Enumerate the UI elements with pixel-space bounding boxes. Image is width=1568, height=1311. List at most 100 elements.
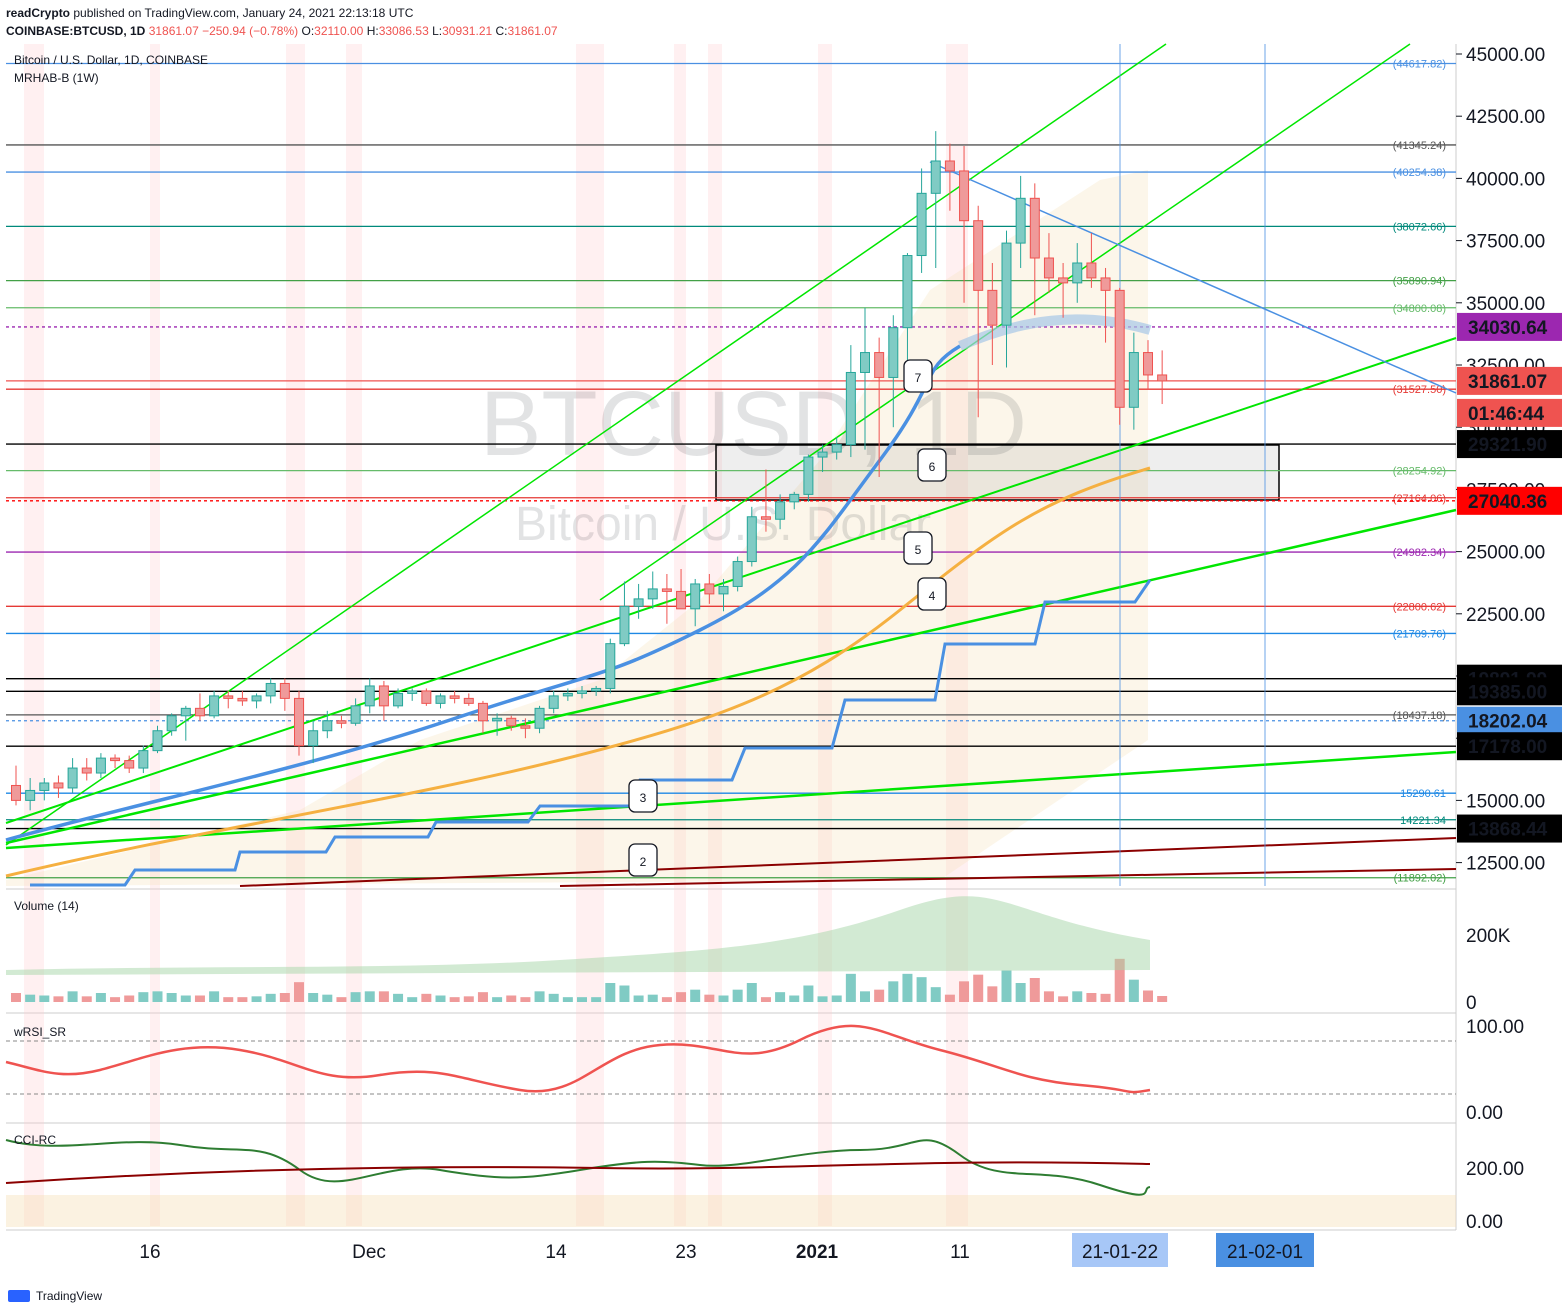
volume-bar xyxy=(1001,970,1012,1002)
legend-volume: Volume (14) xyxy=(14,899,79,913)
time-tick-label: 23 xyxy=(675,1242,696,1263)
candle-body xyxy=(1157,374,1168,382)
price-tag-label: 29321.90 xyxy=(1468,435,1547,456)
volume-bar xyxy=(902,973,913,1002)
volume-bar xyxy=(378,991,389,1002)
tradingview-footer[interactable]: TradingView xyxy=(8,1289,102,1303)
candle-body xyxy=(577,690,587,694)
price-tick-label: 15000.00 xyxy=(1466,791,1545,812)
candle-body xyxy=(336,720,347,724)
volume-bar xyxy=(690,989,701,1002)
volume-bar xyxy=(1114,958,1125,1002)
candle-body xyxy=(916,192,927,257)
close-value: 31861.07 xyxy=(507,24,558,38)
volume-bar xyxy=(251,996,262,1002)
legend-cci: CCI-RC xyxy=(14,1133,56,1147)
volume-bar xyxy=(704,994,715,1002)
heikin-band-upper xyxy=(958,314,1152,351)
candle-body xyxy=(1029,197,1040,259)
volume-bar xyxy=(407,997,418,1002)
high-label: H: xyxy=(366,24,379,38)
level-label: (40254.38) xyxy=(1393,167,1446,179)
trend-line xyxy=(559,868,1457,887)
candle-body xyxy=(987,289,998,326)
volume-bar xyxy=(591,997,602,1002)
volume-bar xyxy=(916,977,927,1002)
open-label: O: xyxy=(301,24,315,38)
legend-title: Bitcoin / U.S. Dollar, 1D, COINBASE xyxy=(14,53,208,67)
time-tick-label: Dec xyxy=(352,1242,386,1263)
volume-bar xyxy=(237,997,248,1002)
legend-wrsi: wRSI_SR xyxy=(13,1025,66,1039)
candle-body xyxy=(449,695,460,699)
publisher-name[interactable]: readCrypto xyxy=(6,6,71,20)
candle-body xyxy=(930,160,941,194)
candle-body xyxy=(407,690,418,694)
volume-bar xyxy=(308,993,319,1002)
candle-body xyxy=(746,516,757,563)
price-tag-box xyxy=(1457,486,1562,515)
volume-bar xyxy=(393,993,404,1002)
candle-body xyxy=(817,451,828,458)
volume-cloud xyxy=(6,896,1150,975)
shaded-band xyxy=(576,44,604,1226)
wave-label: 2 xyxy=(640,855,647,869)
wave-label-box xyxy=(917,577,947,611)
level-label: (18437.18) xyxy=(1393,710,1446,722)
wrsi-tick-label: 0.00 xyxy=(1466,1103,1503,1124)
volume-bar xyxy=(577,997,587,1002)
price-tag-label: 17178.00 xyxy=(1468,737,1547,758)
volume-bar xyxy=(1058,996,1069,1002)
candle-body xyxy=(1058,277,1069,284)
volume-bar xyxy=(477,992,488,1002)
cci-signal-line xyxy=(5,1161,1151,1184)
volume-bar xyxy=(562,997,573,1002)
volume-bar xyxy=(1029,978,1040,1002)
price-tag-box xyxy=(1457,814,1562,843)
price-tick-label: 25000.00 xyxy=(1466,543,1545,564)
volume-bar xyxy=(845,973,856,1002)
price-tag-box xyxy=(1457,677,1562,706)
time-marker-box xyxy=(1072,1233,1168,1267)
candle-body xyxy=(477,702,488,722)
volume-bar xyxy=(67,991,78,1002)
level-label: (44617.82) xyxy=(1393,59,1446,71)
level-label: (22800.62) xyxy=(1393,601,1446,613)
volume-bar xyxy=(1015,983,1026,1002)
shaded-band xyxy=(346,44,362,1226)
volume-bar xyxy=(95,993,106,1002)
level-label: (41345.24) xyxy=(1393,140,1446,152)
trend-line xyxy=(5,750,1457,850)
candle-body xyxy=(902,255,913,329)
volume-bar xyxy=(746,983,757,1002)
time-marker-box xyxy=(1216,1233,1314,1267)
volume-bar xyxy=(633,995,644,1002)
volume-bar xyxy=(1072,991,1083,1002)
volume-bar xyxy=(223,997,234,1002)
price-tag-label: 13868.44 xyxy=(1468,820,1548,841)
price-tag-box xyxy=(1457,732,1562,761)
cci-band xyxy=(6,1195,1456,1227)
chart-canvas[interactable]: BTCUSD, 1D Bitcoin / U.S. Dollar (44617.… xyxy=(0,40,1568,1280)
candle-body xyxy=(803,456,814,495)
price-tag-label: 18202.04 xyxy=(1468,712,1548,733)
volume-bar xyxy=(81,996,92,1002)
candle-body xyxy=(265,682,276,697)
volume-bar xyxy=(959,981,970,1002)
volume-bar xyxy=(294,982,304,1002)
wave-label-box xyxy=(903,531,933,565)
volume-bar xyxy=(973,974,984,1002)
volume-bar xyxy=(506,995,517,1002)
candle-body xyxy=(322,720,333,732)
volume-bar xyxy=(279,993,290,1002)
volume-bar xyxy=(364,991,375,1002)
candle-body xyxy=(152,730,163,752)
candle-body xyxy=(237,697,248,702)
volume-bar xyxy=(435,995,446,1002)
candle-body xyxy=(1100,277,1111,291)
candle-body xyxy=(251,695,262,702)
volume-bar xyxy=(194,995,205,1002)
candle-body xyxy=(364,685,375,707)
candle-body xyxy=(421,690,432,704)
candle-body xyxy=(633,598,644,607)
